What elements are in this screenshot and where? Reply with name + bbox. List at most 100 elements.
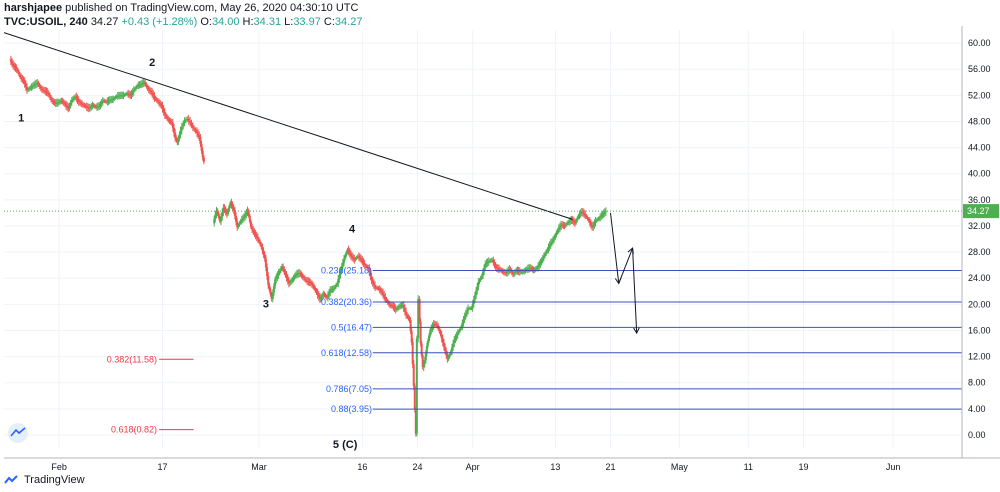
candle-body: [596, 218, 599, 220]
candle-body: [125, 93, 128, 95]
candle-body: [106, 101, 109, 103]
candle-body: [260, 244, 263, 247]
candle-body: [537, 265, 540, 268]
candle-body: [42, 89, 45, 91]
candle-body: [136, 85, 139, 88]
candle-body: [426, 340, 429, 347]
candle-body: [400, 305, 403, 307]
candle-body: [30, 86, 33, 88]
candle-body: [503, 272, 506, 274]
candle-body: [270, 294, 273, 300]
candle-body: [194, 129, 197, 132]
candle-body: [100, 102, 103, 105]
red-fib-label: 0.618(0.82): [111, 425, 157, 435]
footer: TradingView: [4, 474, 85, 486]
candles: [9, 55, 607, 437]
candle-body: [434, 324, 437, 326]
symbol[interactable]: TVC:USOIL, 240: [4, 16, 88, 28]
candle-body: [31, 85, 34, 87]
candle-body: [602, 213, 605, 215]
candle-body: [254, 233, 257, 236]
candle-body: [38, 84, 41, 87]
high-value: 34.31: [253, 16, 282, 28]
candle-body: [137, 85, 140, 87]
candle-body: [186, 118, 189, 120]
candle-body: [189, 120, 192, 123]
candle-body: [110, 99, 113, 101]
candle-body: [39, 86, 42, 89]
candle-body: [245, 212, 248, 215]
author[interactable]: harshjapee: [4, 2, 63, 14]
candle-body: [221, 212, 224, 217]
candle-body: [324, 295, 327, 297]
candle-body: [379, 289, 382, 292]
candle-body: [591, 225, 594, 228]
candle-body: [71, 98, 74, 100]
candle-body: [77, 100, 80, 102]
candle-body: [86, 107, 89, 109]
candle-body: [363, 263, 366, 266]
candle-body: [563, 225, 566, 227]
candle-body: [29, 87, 32, 89]
candle-body: [499, 269, 502, 271]
x-tick-label: 17: [158, 462, 168, 472]
candle-body: [37, 82, 40, 85]
candle-body: [585, 215, 588, 218]
candle-body: [603, 212, 606, 214]
candle-body: [302, 276, 305, 279]
candle-body: [330, 289, 333, 291]
candle-body: [568, 221, 571, 223]
candle-body: [83, 105, 86, 107]
candle-body: [380, 291, 383, 293]
candle-body: [17, 71, 20, 75]
candle-body: [456, 333, 459, 336]
candle-body: [143, 82, 146, 84]
candle-body: [119, 95, 122, 97]
candle-body: [40, 88, 43, 90]
candle-body: [144, 82, 147, 85]
candle-body: [360, 258, 363, 260]
candle-body: [417, 299, 420, 339]
candle-body: [560, 224, 563, 227]
candle-body: [128, 94, 131, 96]
candle-body: [375, 287, 378, 289]
candle-body: [577, 215, 580, 219]
candle-body: [102, 100, 105, 102]
candle-body: [338, 274, 341, 280]
candle-body: [473, 295, 476, 300]
candle-body: [325, 296, 328, 298]
candle-body: [484, 263, 487, 268]
fib-level-label: 0.88(3.95): [331, 404, 372, 414]
candle-body: [235, 215, 238, 222]
candle-body: [269, 289, 272, 295]
y-tick-label: 8.00: [968, 378, 986, 388]
candle-body: [28, 88, 31, 90]
candle-body: [357, 255, 360, 258]
candle-body: [193, 127, 196, 130]
candle-body: [68, 105, 71, 109]
brand-name[interactable]: TradingView: [24, 474, 85, 486]
candle-body: [317, 294, 320, 297]
candle-body: [138, 84, 141, 86]
candle-body: [570, 219, 573, 221]
candle-body: [452, 343, 455, 348]
candle-body: [513, 272, 516, 275]
candle-body: [292, 277, 295, 280]
candle-body: [65, 104, 68, 106]
candle-body: [115, 95, 118, 98]
low-label: L:: [284, 16, 294, 28]
candle-body: [184, 119, 187, 121]
candle-body: [85, 106, 88, 108]
candle-body: [25, 87, 28, 91]
candle-body: [182, 123, 185, 127]
candle-body: [187, 118, 190, 121]
candle-body: [27, 89, 30, 91]
candle-body: [70, 99, 73, 103]
candle-body: [525, 269, 528, 271]
candle-body: [61, 100, 64, 102]
candle-body: [567, 222, 570, 224]
candle-body: [378, 288, 381, 290]
tradingview-logo-icon: [4, 475, 18, 484]
candle-body: [178, 134, 181, 139]
